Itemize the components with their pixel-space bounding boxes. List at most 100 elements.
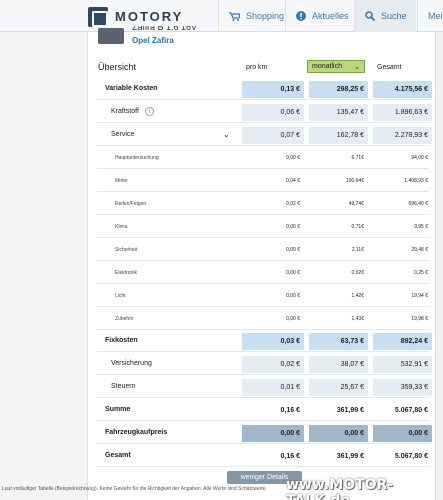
- motory-logo-icon: [88, 6, 108, 27]
- cost-cell-total: 1.408,93 €: [404, 178, 428, 184]
- nav-mein[interactable]: Mein: [417, 0, 443, 32]
- cost-row-label: Licht: [115, 292, 126, 299]
- cost-cell-km: 0,02 €: [286, 201, 300, 207]
- cost-cell-total: 5.067,80 €: [394, 452, 428, 460]
- info-icon[interactable]: i: [144, 107, 154, 116]
- cost-cell-total: 9,95 €: [414, 224, 428, 230]
- car-thumbnail: [98, 28, 124, 44]
- cost-cell-month: 6,71€: [351, 155, 364, 161]
- cost-cell-month: 1,43€: [351, 316, 364, 322]
- cost-row[interactable]: Service ⌄ 0,07 € 162,78 € 2.278,93 €: [97, 124, 432, 146]
- cost-cell-km: 0,16 €: [280, 452, 300, 460]
- cost-cell-month: 162,78 €: [309, 126, 368, 144]
- brand-logo[interactable]: MOTORY: [88, 6, 183, 27]
- nav-shopping-label: Shopping: [245, 11, 284, 21]
- cost-cell-month: 0,02€: [351, 270, 364, 276]
- cost-cell-total: 359,33 €: [373, 378, 432, 396]
- cost-cell-total: 1.896,63 €: [373, 103, 432, 121]
- cost-row-label: Variable Kosten: [105, 85, 158, 92]
- search-icon: [365, 11, 375, 21]
- cost-cell-month: 25,67 €: [309, 378, 368, 396]
- cost-cell-month: 298,25 €: [309, 80, 368, 98]
- nav-mein-label: Mein: [428, 11, 443, 21]
- footer-note: Laut vorläufiger Tabelle (Beispielrechnu…: [2, 486, 267, 492]
- nav-aktuelles-label: Aktuelles: [312, 11, 349, 21]
- cost-cell-total: 2.278,93 €: [373, 126, 432, 144]
- cost-cell-km: 0,04 €: [286, 178, 300, 184]
- cost-row: Elektronik 0,00 € 0,02€ 0,25 €: [97, 262, 430, 284]
- cost-cell-km: 0,00 €: [286, 247, 300, 253]
- car-header: Zafira B 1.6 16V Opel Zafira: [98, 26, 197, 45]
- cost-row: Hauptuntersuchung 0,00 € 6,71€ 94,00 €: [97, 147, 430, 169]
- cost-row: Versicherung 0,02 € 38,07 € 532,91 €: [97, 353, 432, 375]
- top-nav: MOTORY Shopping Aktuelles Suche Mein: [0, 0, 443, 32]
- cost-row-label: Hauptuntersuchung: [115, 154, 159, 161]
- less-details-button[interactable]: weniger Details: [227, 471, 302, 484]
- cost-row-label: Steuern: [111, 383, 136, 390]
- cost-row: Fixkosten 0,03 € 63,73 € 892,24 €: [97, 330, 432, 352]
- period-select[interactable]: monatlich ⌄: [307, 60, 365, 73]
- overview-heading: Übersicht: [98, 62, 137, 72]
- cost-cell-month: 63,73 €: [309, 332, 368, 350]
- cost-cell-month: 1,42€: [351, 293, 364, 299]
- cost-row-label: Elektronik: [115, 269, 137, 276]
- nav-suche[interactable]: Suche: [354, 0, 416, 32]
- alert-icon: [296, 11, 306, 21]
- chevron-down-icon: ⌄: [354, 64, 360, 71]
- nav-aktuelles[interactable]: Aktuelles: [285, 0, 353, 32]
- cost-row-label: Sicherheit: [115, 246, 138, 253]
- cost-cell-total: 0,00 €: [373, 424, 432, 442]
- cost-row: Zubehör 0,00 € 1,43€ 19,98 €: [97, 308, 430, 330]
- watermark: www.MOTOR-TALK.de: [286, 477, 394, 500]
- cost-cell-month: 361,99 €: [336, 406, 364, 414]
- cost-cell-km: 0,06 €: [242, 103, 304, 121]
- cost-row-label: Kraftstoff i: [111, 107, 154, 116]
- cost-cell-km: 0,00 €: [286, 270, 300, 276]
- cost-cell-total: 19,98 €: [411, 316, 428, 322]
- car-model-link[interactable]: Opel Zafira: [132, 36, 174, 45]
- cost-row: Reifen/Felgen 0,02 € 49,74€ 696,40 €: [97, 193, 430, 215]
- cost-row-label: Fixkosten: [105, 337, 138, 344]
- cost-cell-total: 0,25 €: [414, 270, 428, 276]
- col-prokm: pro km: [246, 64, 268, 71]
- cost-row: Motor 0,04 € 100,64€ 1.408,93 €: [97, 170, 430, 192]
- cost-row-label: Versicherung: [111, 360, 152, 367]
- cost-cell-month: 135,47 €: [309, 103, 368, 121]
- cost-row: Sicherheit 0,00 € 2,11€ 29,48 €: [97, 239, 430, 261]
- cost-cell-total: 892,24 €: [373, 332, 432, 350]
- cost-row: Variable Kosten 0,13 € 298,25 € 4.175,56 €: [97, 78, 432, 100]
- cart-icon: [229, 11, 240, 21]
- cost-cell-month: 38,07 €: [309, 355, 368, 373]
- cost-cell-km: 0,00 €: [286, 224, 300, 230]
- cost-cell-total: 19,94 €: [411, 293, 428, 299]
- cost-cell-km: 0,03 €: [242, 332, 304, 350]
- nav-suche-label: Suche: [381, 11, 407, 21]
- cost-cell-total: 532,91 €: [373, 355, 432, 373]
- brand-name: MOTORY: [115, 9, 184, 24]
- cost-cell-km: 0,02 €: [242, 355, 304, 373]
- nav-shopping[interactable]: Shopping: [218, 0, 284, 32]
- cost-cell-total: 5.067,80 €: [394, 406, 428, 414]
- cost-cell-total: 4.175,56 €: [373, 80, 432, 98]
- cost-cell-month: 2,11€: [351, 247, 364, 253]
- period-select-value: monatlich: [312, 63, 342, 70]
- car-title: Zafira B 1.6 16V: [132, 26, 198, 32]
- cost-cell-km: 0,16 €: [280, 406, 300, 414]
- cost-cell-total: 696,40 €: [408, 201, 428, 207]
- cost-cell-km: 0,13 €: [242, 80, 304, 98]
- cost-row-label: Zubehör: [115, 315, 134, 322]
- cost-cell-total: 29,48 €: [411, 247, 428, 253]
- cost-row: Steuern 0,01 € 25,67 € 359,33 €: [97, 376, 432, 398]
- cost-cell-total: 94,00 €: [411, 155, 428, 161]
- cost-row-label: Fahrzeugkaufpreis: [105, 429, 168, 436]
- cost-row-label: Reifen/Felgen: [115, 200, 147, 207]
- cost-cell-km: 0,01 €: [242, 378, 304, 396]
- chevron-down-icon[interactable]: ⌄: [223, 130, 230, 139]
- cost-row-label: Motor: [115, 177, 128, 184]
- cost-cell-km: 0,00 €: [286, 316, 300, 322]
- cost-panel: Zafira B 1.6 16V Opel Zafira Übersicht p…: [87, 26, 436, 500]
- cost-row: Klima 0,00 € 0,71€ 9,95 €: [97, 216, 430, 238]
- cost-cell-month: 100,64€: [345, 178, 364, 184]
- cost-cell-month: 0,71€: [351, 224, 364, 230]
